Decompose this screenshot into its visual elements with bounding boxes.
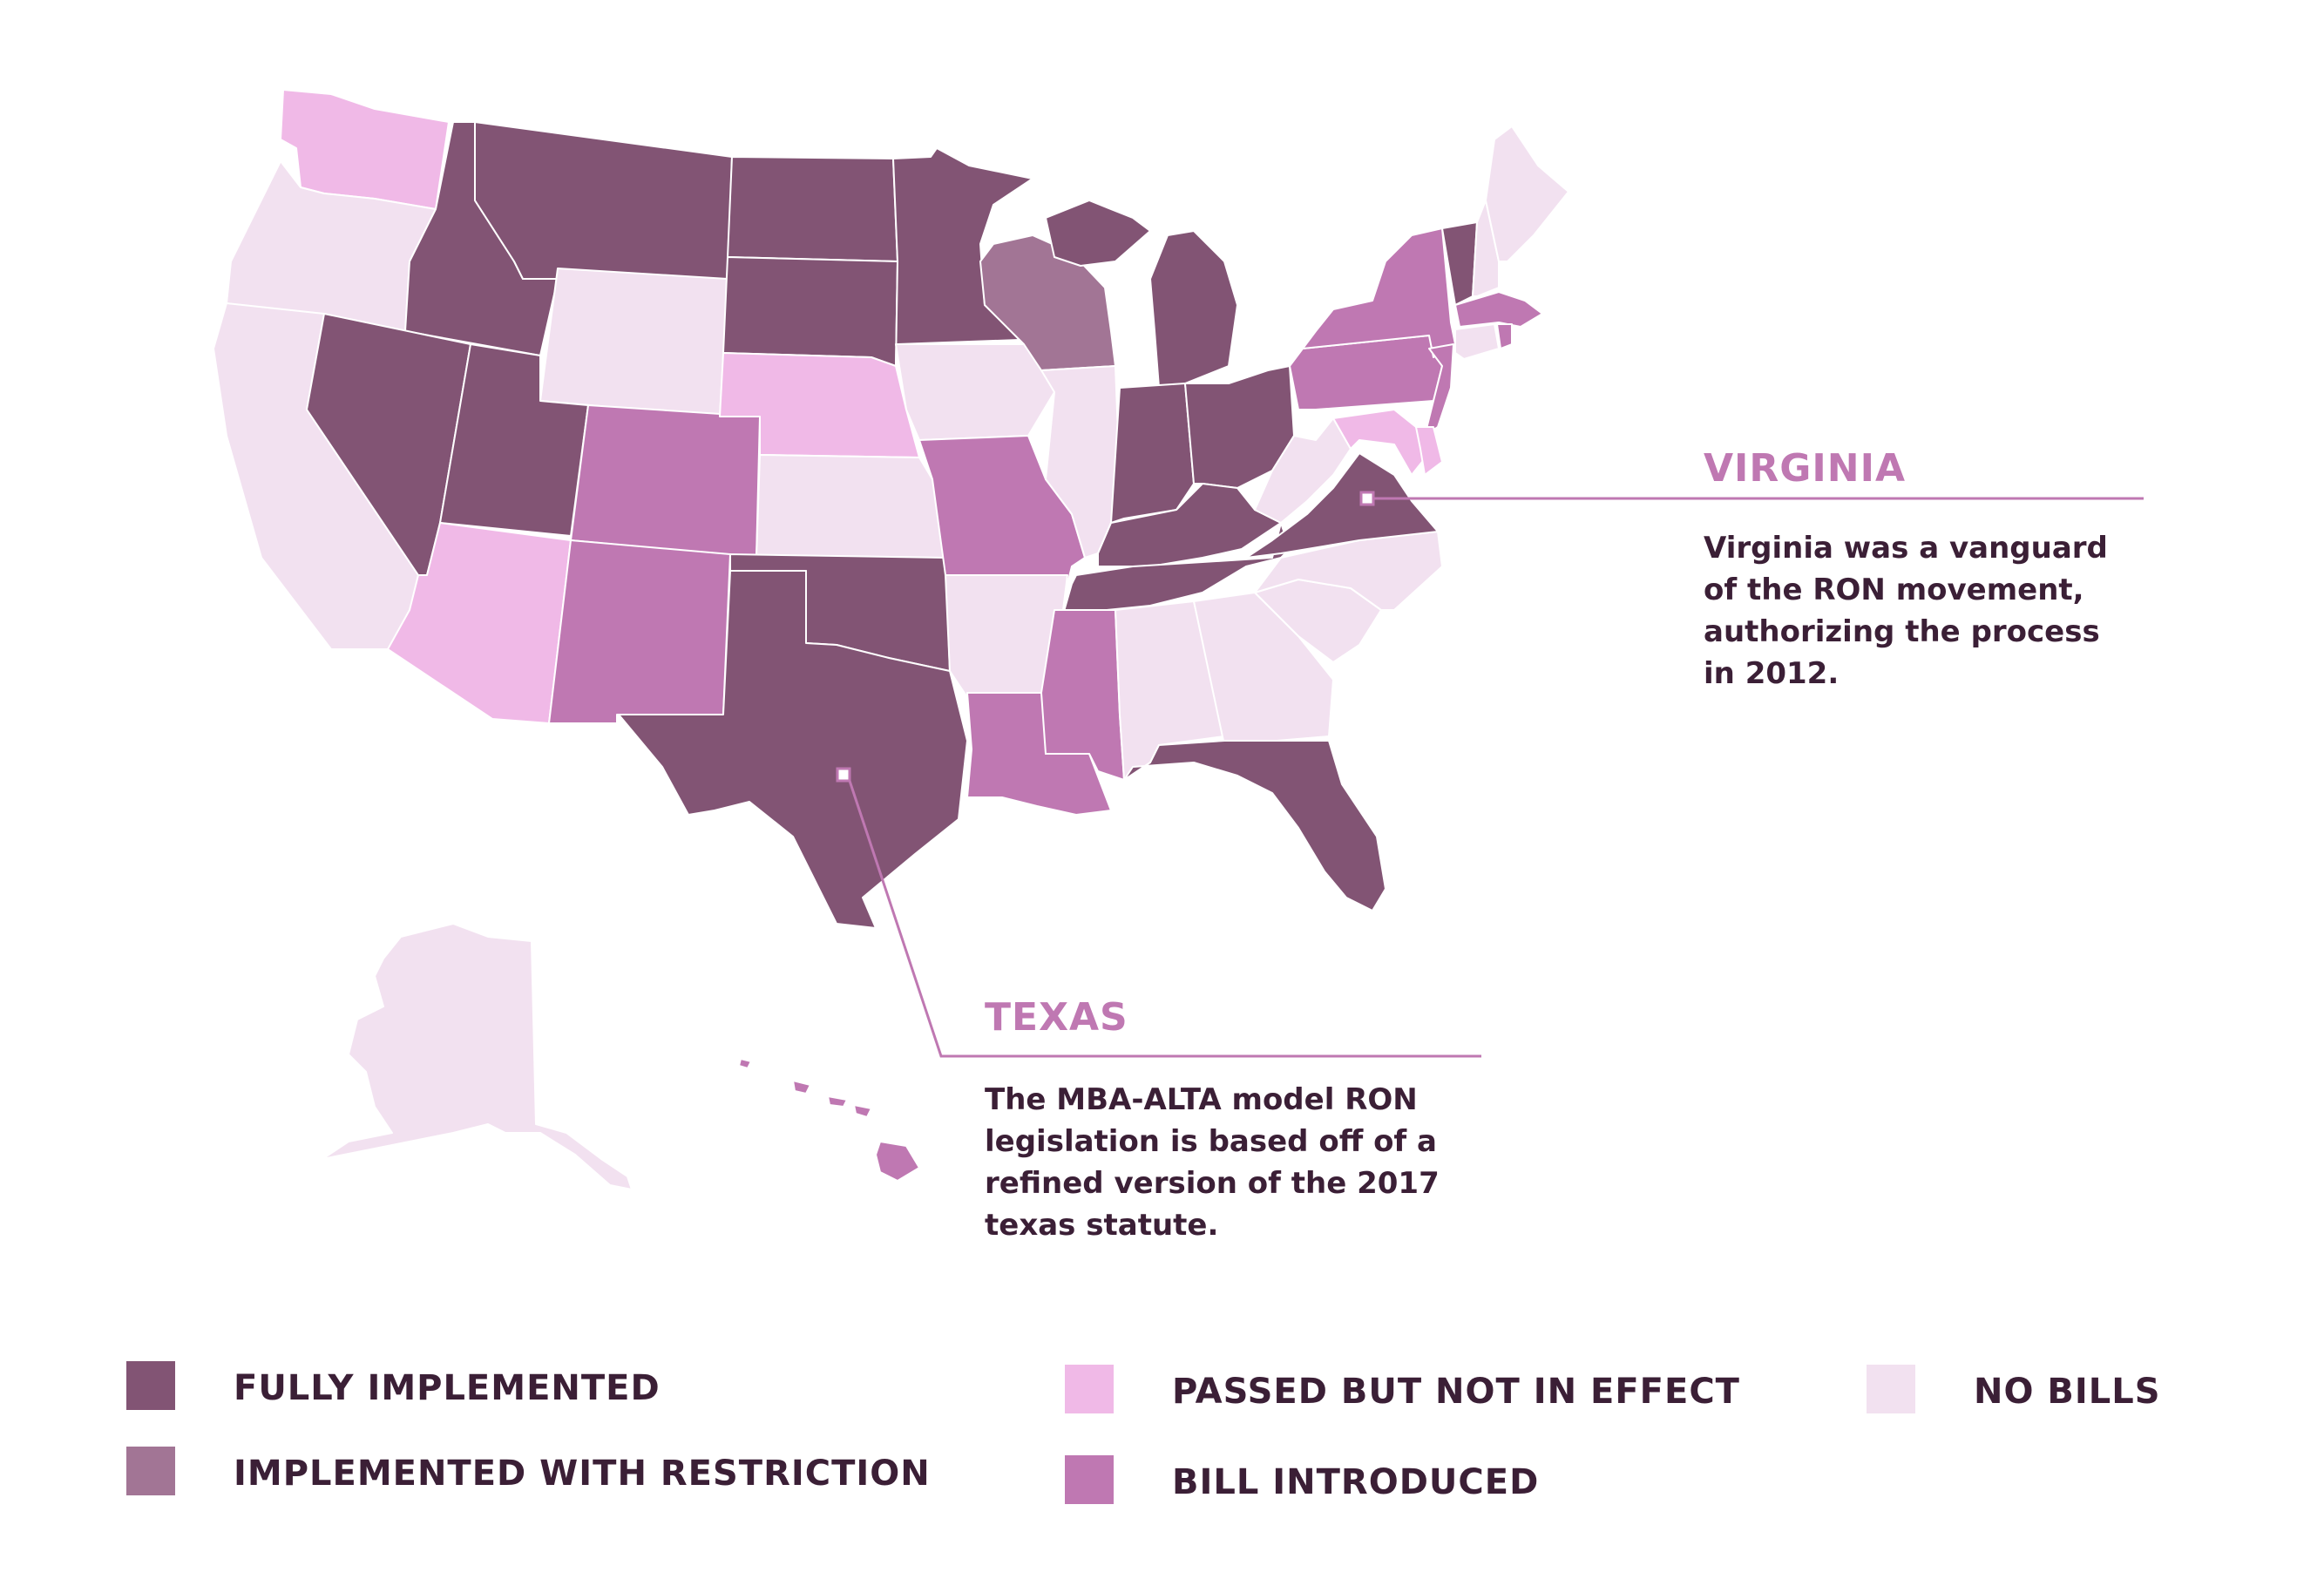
- state-IA[interactable]: [895, 343, 1055, 441]
- texas-callout-line: legislation is based off of a: [985, 1124, 1437, 1159]
- state-MI[interactable]: [1045, 200, 1238, 389]
- state-VA[interactable]: [1245, 452, 1439, 559]
- virginia-callout-line: in 2012.: [1704, 656, 1840, 691]
- legend-swatch-passed-not-in-effect: [1065, 1365, 1114, 1413]
- state-TX[interactable]: [618, 570, 968, 929]
- virginia-callout-body: Virginia was a vanguard of the RON movem…: [1704, 527, 2108, 695]
- state-NY[interactable]: [1302, 227, 1456, 358]
- state-MT[interactable]: [474, 121, 733, 280]
- state-CO[interactable]: [570, 404, 761, 559]
- virginia-marker[interactable]: [1359, 491, 1375, 506]
- legend-swatch-implemented-with-restriction: [126, 1447, 175, 1495]
- state-IN[interactable]: [1110, 383, 1195, 524]
- virginia-callout-line: of the RON movement,: [1704, 573, 2084, 607]
- legend-swatch-fully-implemented: [126, 1361, 175, 1410]
- state-CT[interactable]: [1454, 323, 1500, 360]
- texas-callout-line: refined version of the 2017: [985, 1166, 1440, 1201]
- virginia-callout-line: Virginia was a vanguard: [1704, 531, 2108, 566]
- state-WY[interactable]: [539, 268, 728, 417]
- state-KS[interactable]: [755, 454, 946, 559]
- state-DE[interactable]: [1415, 426, 1443, 476]
- state-FL[interactable]: [1123, 740, 1386, 912]
- virginia-callout-title: VIRGINIA: [1704, 446, 1907, 491]
- texas-callout-title: TEXAS: [985, 995, 1128, 1040]
- legend-swatch-no-bills: [1867, 1365, 1915, 1413]
- state-NC[interactable]: [1254, 531, 1443, 611]
- state-MS[interactable]: [1040, 609, 1125, 781]
- legend-label-no-bills: NO BILLS: [1974, 1372, 2161, 1412]
- texas-leader-line: [848, 780, 1481, 1058]
- state-ND[interactable]: [727, 156, 898, 262]
- state-MN[interactable]: [892, 147, 1033, 367]
- legend-swatch-bill-introduced: [1065, 1455, 1114, 1504]
- state-MD[interactable]: [1332, 409, 1430, 476]
- texas-callout-body: The MBA-ALTA model RON legislation is ba…: [985, 1079, 1440, 1246]
- legend-label-fully-implemented: FULLY IMPLEMENTED: [234, 1368, 661, 1408]
- state-HI[interactable]: [738, 1058, 920, 1182]
- state-NM[interactable]: [548, 539, 731, 724]
- texas-callout-line: texas statute.: [985, 1208, 1219, 1243]
- state-MO[interactable]: [918, 435, 1086, 585]
- state-MA[interactable]: [1454, 291, 1543, 328]
- state-ME[interactable]: [1485, 125, 1569, 262]
- state-SD[interactable]: [722, 256, 898, 367]
- state-RI[interactable]: [1496, 323, 1513, 349]
- virginia-callout-line: authorizing the process: [1704, 614, 2100, 649]
- texas-callout-line: The MBA-ALTA model RON: [985, 1082, 1418, 1117]
- legend-label-passed-not-in-effect: PASSED BUT NOT IN EFFECT: [1172, 1372, 1740, 1412]
- state-WI[interactable]: [979, 234, 1116, 371]
- legend-label-bill-introduced: BILL INTRODUCED: [1172, 1462, 1540, 1502]
- texas-marker[interactable]: [836, 767, 851, 783]
- legend-label-implemented-with-restriction: IMPLEMENTED WITH RESTRICTION: [234, 1454, 931, 1494]
- state-AK[interactable]: [322, 923, 633, 1190]
